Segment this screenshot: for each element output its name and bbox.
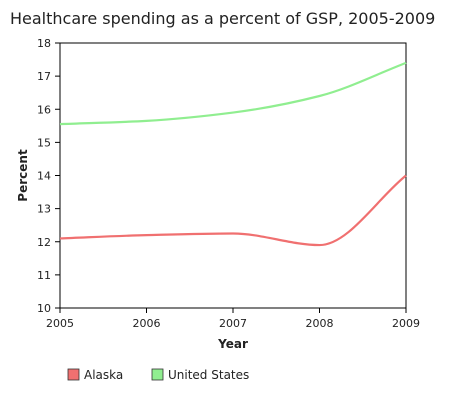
y-tick-label: 11 bbox=[37, 269, 51, 282]
series-lines bbox=[59, 61, 407, 247]
y-tick-label: 14 bbox=[37, 170, 51, 183]
y-tick-label: 13 bbox=[37, 203, 51, 216]
legend-label-alaska: Alaska bbox=[84, 368, 123, 382]
y-tick-label: 17 bbox=[37, 70, 51, 83]
legend-swatch-alaska bbox=[67, 368, 80, 381]
y-tick-label: 12 bbox=[37, 236, 51, 249]
series-line-united-states bbox=[59, 61, 407, 126]
y-tick-label: 15 bbox=[37, 136, 51, 149]
y-tick-label: 18 bbox=[37, 37, 51, 50]
x-tick-label: 2008 bbox=[306, 317, 334, 330]
x-axis-ticks: 2005 2006 2007 2008 2009 bbox=[46, 308, 420, 330]
y-tick-label: 16 bbox=[37, 103, 51, 116]
y-tick-label: 10 bbox=[37, 302, 51, 315]
x-tick-label: 2009 bbox=[392, 317, 420, 330]
series-line-alaska bbox=[59, 174, 407, 247]
x-tick-label: 2007 bbox=[219, 317, 247, 330]
legend: Alaska United States bbox=[67, 368, 249, 382]
x-tick-label: 2006 bbox=[133, 317, 161, 330]
legend-label-united-states: United States bbox=[168, 368, 249, 382]
plot-area bbox=[59, 42, 407, 309]
x-tick-label: 2005 bbox=[46, 317, 74, 330]
y-axis-ticks: 10 11 12 13 14 15 16 17 18 bbox=[37, 37, 60, 315]
x-axis-label: Year bbox=[217, 337, 248, 351]
chart-title: Healthcare spending as a percent of GSP,… bbox=[10, 9, 435, 28]
legend-swatch-united-states bbox=[151, 368, 164, 381]
y-axis-label: Percent bbox=[16, 149, 30, 202]
